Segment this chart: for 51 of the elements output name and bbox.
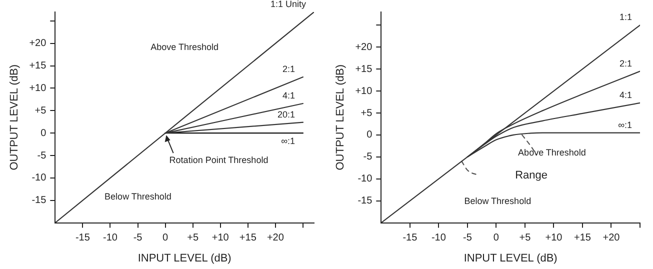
x-tick-label: +20 xyxy=(266,232,284,244)
y-tick-label: -15 xyxy=(358,196,373,207)
series-label: ∞:1 xyxy=(281,136,295,146)
y-tick-label: 0 xyxy=(40,128,47,139)
x-axis-title: INPUT LEVEL (dB) xyxy=(464,252,558,264)
x-tick-label: +20 xyxy=(602,232,620,244)
y-tick-label: -5 xyxy=(363,152,373,163)
x-tick-label: -15 xyxy=(402,232,418,244)
y-tick-label: +15 xyxy=(29,60,47,72)
series-label: 2:1 xyxy=(619,58,632,68)
annotation: Above Threshold xyxy=(518,147,586,158)
annotation: Above Threshold xyxy=(150,42,219,52)
x-tick-label: -15 xyxy=(75,232,90,244)
series-label: 20:1 xyxy=(277,109,295,120)
x-tick-label: 0 xyxy=(493,232,500,244)
y-tick-label: -15 xyxy=(32,195,47,206)
x-tick-label: 0 xyxy=(162,232,169,244)
y-tick-label: -10 xyxy=(32,172,47,184)
y-tick-label: +5 xyxy=(34,105,47,116)
x-tick-label: +15 xyxy=(574,232,592,244)
y-tick-label: +15 xyxy=(355,64,373,75)
annotation: Rotation Point Threshold xyxy=(169,155,268,166)
y-tick-label: -5 xyxy=(37,150,47,162)
y-tick-label: -10 xyxy=(358,174,373,185)
x-tick-label: -10 xyxy=(103,232,118,244)
y-tick-label: +5 xyxy=(360,108,373,119)
series-label: ∞:1 xyxy=(618,120,632,130)
x-tick-label: +10 xyxy=(212,232,230,244)
series-label: 4:1 xyxy=(282,90,295,100)
x-tick-label: -5 xyxy=(133,232,143,244)
x-tick-label: +15 xyxy=(239,232,257,244)
x-tick-label: +5 xyxy=(187,232,199,244)
annotation: Range xyxy=(515,170,548,182)
y-tick-label: +10 xyxy=(29,82,47,94)
y-tick-label: +20 xyxy=(355,42,373,53)
annotation: Below Threshold xyxy=(464,196,532,206)
series-label: 2:1 xyxy=(282,64,295,74)
x-tick-label: -10 xyxy=(431,232,446,244)
y-tick-label: 0 xyxy=(366,130,373,141)
x-tick-label: -5 xyxy=(462,232,472,244)
x-tick-label: +5 xyxy=(519,232,532,244)
series-label: 1:1 Unity xyxy=(270,0,306,9)
y-tick-label: +20 xyxy=(29,38,47,50)
annotation: Below Threshold xyxy=(104,192,172,202)
y-axis-title: OUTPUT LEVEL (dB) xyxy=(8,64,21,170)
y-axis-title: OUTPUT LEVEL (dB) xyxy=(334,64,347,170)
series-label: 1:1 xyxy=(619,12,632,22)
x-tick-label: +10 xyxy=(545,232,563,244)
y-tick-label: +10 xyxy=(355,86,373,97)
series-label: 4:1 xyxy=(619,90,632,100)
x-axis-title: INPUT LEVEL (dB) xyxy=(138,252,232,264)
